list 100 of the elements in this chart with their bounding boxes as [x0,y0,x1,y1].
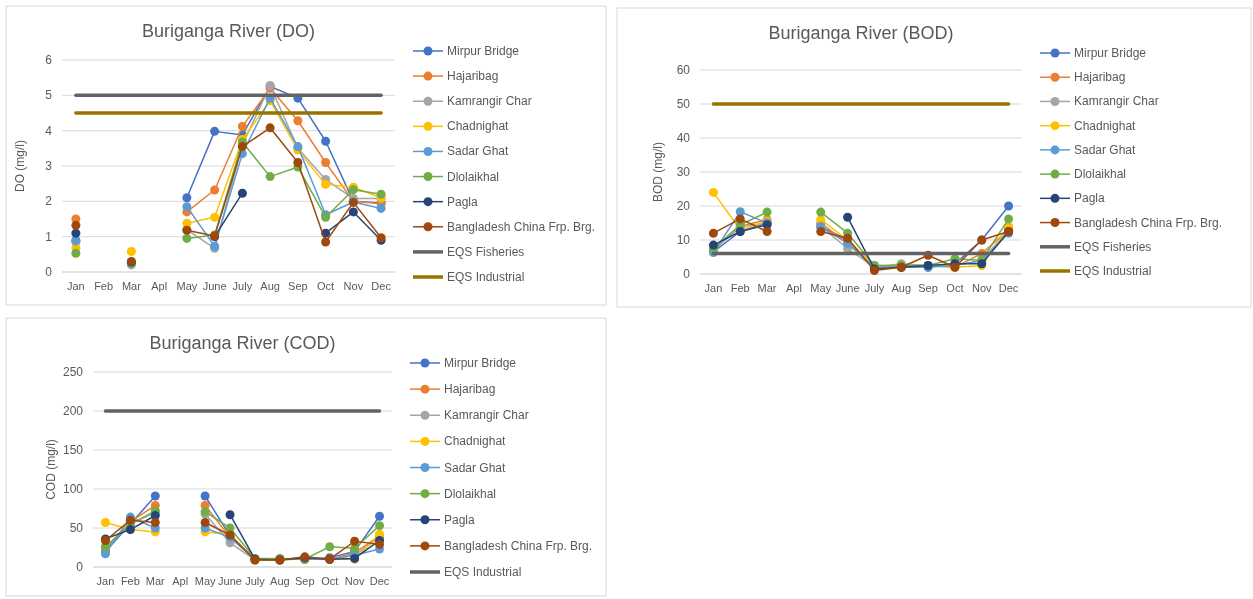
x-tick-label: Nov [344,575,365,587]
y-tick-label: 0 [45,265,53,279]
point [265,123,275,133]
point [708,240,718,250]
point [375,521,385,531]
x-tick-label: Apl [785,282,802,294]
x-tick-label: Apl [172,575,189,587]
point [321,136,331,146]
x-tick-label: Oct [317,280,335,292]
x-tick-label: Aug [891,282,912,294]
x-tick-label: Mar [121,280,142,292]
legend-label: Sadar Ghat [444,460,507,475]
y-tick-label: 10 [676,233,691,247]
y-tick-label: 2 [45,194,53,209]
point [293,157,303,167]
point [375,539,385,549]
x-tick-label: May [810,282,832,294]
legend-label: EQS Industrial [1074,264,1152,278]
y-tick-label: 4 [45,123,53,138]
point [376,189,386,199]
y-tick-label: 250 [62,365,84,379]
y-axis-title: DO (mg/l) [13,140,27,192]
point [200,518,210,528]
legend-label: EQS Fisheries [1074,239,1152,254]
chart-title: Buriganga River (DO) [141,21,316,41]
y-tick-label: 100 [62,482,84,496]
legend-label: Kamrangir Char [447,94,532,109]
point [210,212,220,222]
x-tick-label: Jan [67,280,85,292]
legend-label: Sadar Ghat [447,144,510,159]
x-tick-label: Feb [120,575,140,587]
x-tick-label: Sep [295,575,315,587]
legend-label: Hajaribag [447,69,499,84]
y-tick-label: 200 [62,404,84,418]
x-tick-label: Mar [757,282,777,294]
point [237,121,247,131]
y-tick-label: 20 [676,199,691,213]
x-tick-label: July [864,282,885,294]
y-tick-label: 150 [62,443,84,457]
y-tick-label: 60 [676,63,691,77]
point [321,157,331,167]
y-tick-label: 6 [45,53,53,67]
y-tick-label: 1 [45,229,53,244]
x-tick-label: Feb [730,282,750,294]
x-tick-label: Aug [260,280,280,292]
x-tick-label: Aug [270,575,290,587]
point [237,188,247,198]
point [348,207,358,217]
y-tick-label: 50 [676,97,691,111]
legend-label: EQS Fisheries [447,244,525,259]
point [762,227,772,236]
x-tick-label: July [232,280,253,292]
point [350,536,360,546]
legend-label: Hajaribag [444,382,496,397]
y-axis-title: BOD (mg/l) [651,142,665,202]
legend-label: Dlolaikhal [1074,167,1127,182]
point [375,511,385,521]
x-tick-label: Dec [369,575,390,587]
x-tick-label: May [176,280,198,292]
y-tick-label: 0 [683,267,691,281]
legend-label: Mirpur Bridge [447,44,520,58]
x-tick-label: Dec [998,282,1019,294]
chart-title: Buriganga River (BOD) [768,23,954,43]
legend-label: Bangladesh China Frp. Brg. [444,538,593,553]
legend-label: Kamrangir Char [1074,94,1159,109]
point [265,172,275,182]
point [150,518,160,528]
point [71,228,81,238]
legend-label: Pagla [447,194,479,209]
x-tick-label: Oct [321,575,339,587]
point [321,237,331,247]
x-tick-label: Jan [704,282,723,294]
point [182,202,192,212]
x-tick-label: Sep [288,280,308,292]
point [708,187,718,197]
x-tick-label: Oct [946,282,964,294]
point [816,207,826,217]
point [210,126,220,136]
point [1004,201,1014,211]
point [816,227,826,236]
point [376,203,386,213]
legend-label: Hajaribag [1074,70,1126,85]
point [735,214,745,224]
legend-label: Bangladesh China Frp. Brg. [447,219,596,234]
x-tick-label: Dec [371,280,392,292]
point [150,491,160,501]
x-tick-label: Jan [96,575,115,587]
point [71,248,81,258]
y-tick-label: 40 [676,131,691,145]
x-tick-label: Mar [145,575,166,587]
y-axis-title: COD (mg/l) [44,439,58,500]
x-tick-label: June [202,280,227,292]
point [182,193,192,203]
legend-label: Pagla [444,512,476,527]
legend-label: Mirpur Bridge [1074,46,1147,60]
x-tick-label: July [245,575,266,587]
point [126,247,136,257]
y-tick-label: 5 [45,88,53,103]
point [1004,214,1014,224]
point [200,491,210,501]
